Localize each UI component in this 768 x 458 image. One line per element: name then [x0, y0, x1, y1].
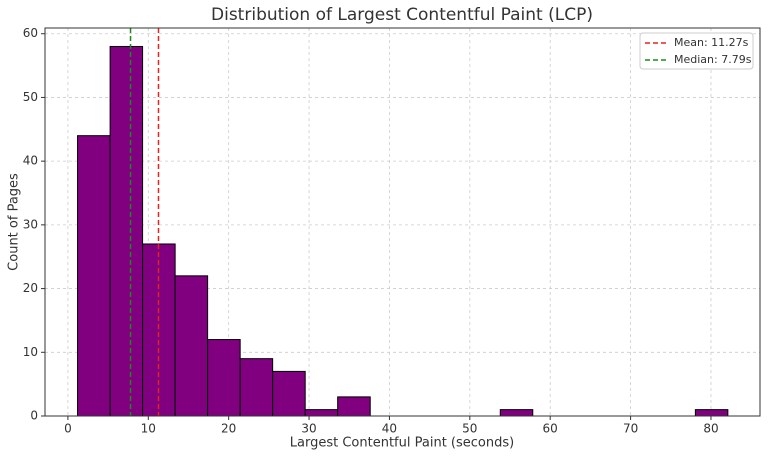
plot-frame	[44, 27, 761, 417]
bar	[499, 409, 534, 417]
bar	[239, 358, 274, 417]
y-tick-label: 60	[23, 26, 38, 40]
y-tick-label: 40	[23, 154, 38, 168]
bar	[694, 409, 729, 417]
legend-label: Median: 7.79s	[674, 53, 752, 66]
x-tick-label: 70	[623, 422, 638, 436]
legend-label: Mean: 11.27s	[674, 36, 749, 49]
bar	[174, 275, 209, 417]
y-axis-label: Count of Pages	[7, 173, 22, 271]
legend-box	[639, 32, 754, 70]
bar	[337, 396, 371, 417]
y-tick-label: 0	[30, 409, 38, 423]
bar	[272, 370, 306, 417]
x-tick-label: 80	[703, 422, 718, 436]
x-tick-label: 30	[301, 422, 316, 436]
x-tick-label: 40	[382, 422, 397, 436]
y-tick-label: 20	[23, 281, 38, 295]
x-tick-label: 10	[141, 422, 156, 436]
x-tick-label: 50	[462, 422, 477, 436]
chart-title: Distribution of Largest Contentful Paint…	[211, 5, 593, 25]
bar	[77, 135, 111, 417]
y-tick-label: 10	[23, 345, 38, 359]
bar	[304, 409, 339, 417]
x-axis-label: Largest Contentful Paint (seconds)	[290, 436, 514, 451]
x-tick-label: 0	[64, 422, 72, 436]
x-tick-label: 20	[221, 422, 236, 436]
bar	[109, 45, 144, 417]
y-tick-label: 30	[23, 217, 38, 231]
bar	[207, 339, 241, 417]
y-tick-label: 50	[23, 90, 38, 104]
x-tick-label: 60	[543, 422, 558, 436]
